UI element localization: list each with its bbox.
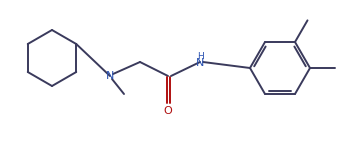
- Text: O: O: [164, 106, 172, 116]
- Text: N: N: [196, 58, 204, 68]
- Text: N: N: [106, 71, 114, 81]
- Text: H: H: [197, 51, 203, 61]
